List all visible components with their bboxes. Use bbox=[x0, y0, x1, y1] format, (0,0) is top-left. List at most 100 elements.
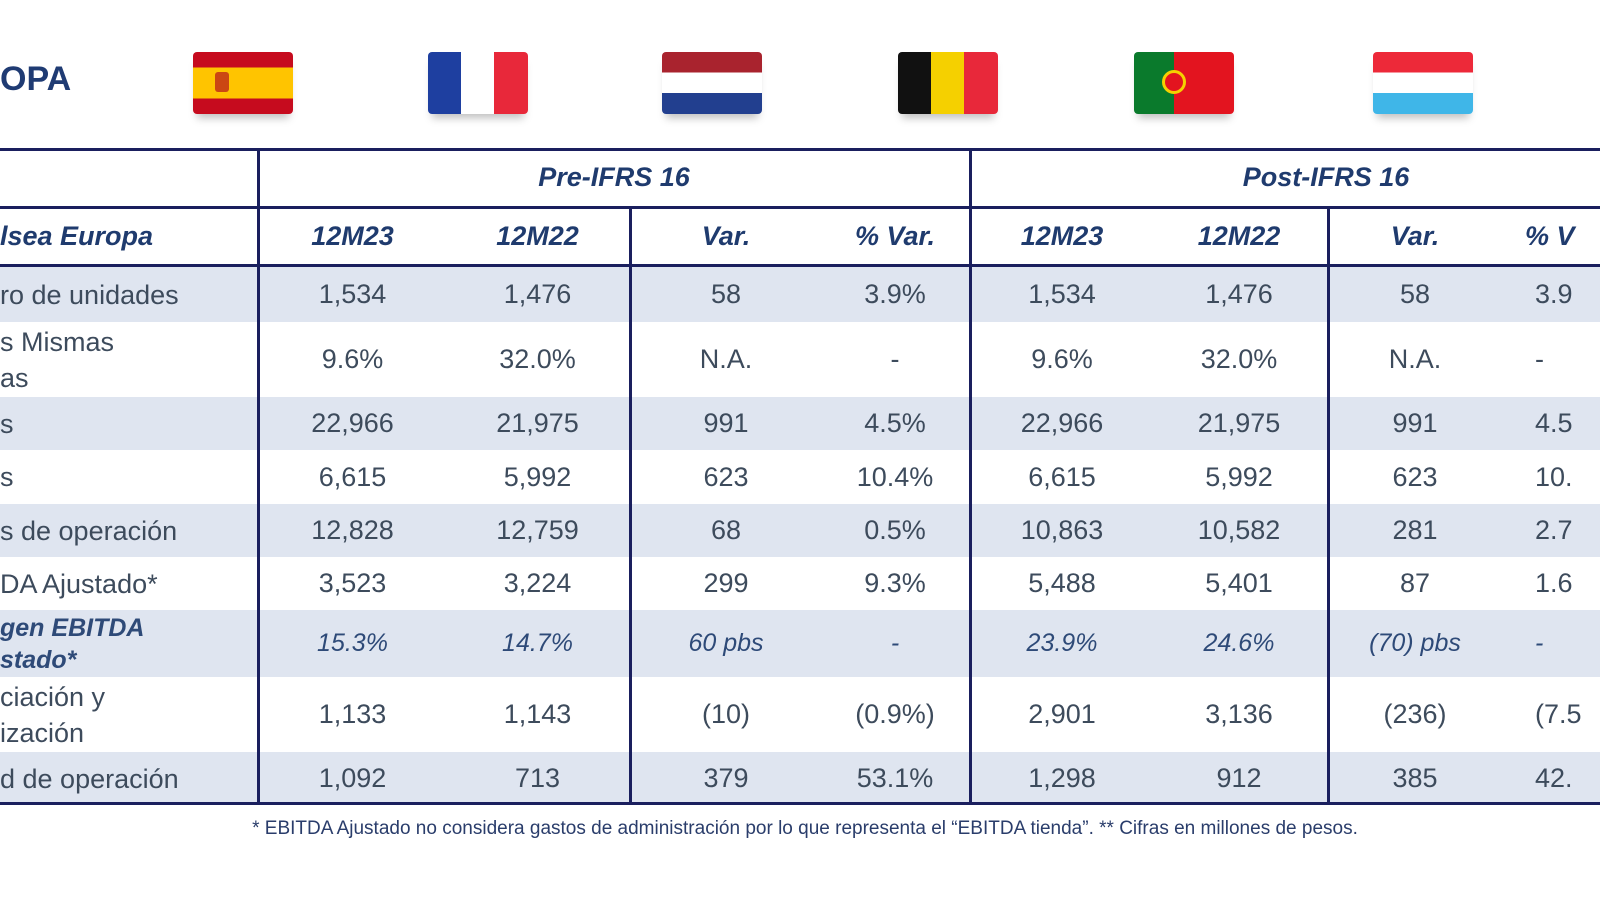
table-cell: 32.0% bbox=[499, 344, 576, 374]
table-cell: 1,476 bbox=[1205, 279, 1273, 309]
row-label: s bbox=[0, 462, 14, 492]
table-cell: 6,615 bbox=[318, 461, 387, 492]
table-cell: 68 bbox=[710, 515, 742, 545]
table-cell: 385 bbox=[1392, 763, 1438, 793]
table-cell: 713 bbox=[514, 763, 561, 793]
table-cell: 5,401 bbox=[1205, 568, 1273, 598]
table-cell: 379 bbox=[703, 763, 749, 793]
row-label: s bbox=[0, 408, 14, 439]
table-cell: (236) bbox=[1383, 699, 1447, 729]
table-cell: 1,092 bbox=[318, 763, 387, 793]
table-row: s Mismas as 9.6% 32.0% N.A. - 9.6% 32.0% N.A. - bbox=[0, 322, 1600, 397]
belgium-flag-icon bbox=[898, 52, 998, 114]
table-cell: - bbox=[890, 629, 900, 657]
table-row: gen EBITDA stado* 15.3% 14.7% 60 pbs - 23.9% 2… bbox=[0, 610, 1600, 677]
table-cell: 1,298 bbox=[1028, 763, 1096, 793]
table-cell: 10. bbox=[1535, 461, 1573, 492]
table-cell: 1.6 bbox=[1535, 568, 1573, 598]
table-cell: (0.9%) bbox=[855, 699, 935, 729]
table-cell: 1,476 bbox=[503, 279, 572, 309]
row-label: DA Ajustado* bbox=[0, 568, 158, 599]
table-cell: 6,615 bbox=[1028, 461, 1096, 492]
group-header-row: Pre-IFRS 16 Post-IFRS 16 bbox=[0, 148, 1600, 207]
table-cell: (70) pbs bbox=[1369, 629, 1461, 657]
table-cell: 12,759 bbox=[496, 515, 579, 545]
table-cell: 9.6% bbox=[321, 344, 384, 374]
table-cell: 14.7% bbox=[502, 629, 573, 657]
table-cell: 42. bbox=[1535, 763, 1573, 793]
footnote: * EBITDA Ajustado no considera gastos de… bbox=[252, 818, 1358, 839]
post-ifrs-header: Post-IFRS 16 bbox=[1242, 162, 1410, 192]
table-cell: 1,133 bbox=[318, 699, 387, 729]
row-label: s Mismas as bbox=[0, 326, 114, 393]
table-row: s 22,966 21,975 991 4.5% 22,966 21,975 991 4.5 bbox=[0, 397, 1600, 450]
row-label: ciación y ización bbox=[0, 681, 106, 748]
table-cell: 9.6% bbox=[1031, 344, 1093, 374]
table-cell: 3,523 bbox=[318, 568, 387, 598]
table-cell: 24.6% bbox=[1203, 629, 1275, 657]
netherlands-flag-icon bbox=[662, 52, 762, 114]
table-cell: 623 bbox=[1392, 461, 1438, 492]
table-cell: - bbox=[1535, 344, 1544, 374]
row-label: gen EBITDA stado* bbox=[0, 613, 145, 674]
table-cell: (10) bbox=[701, 699, 750, 729]
table-cell: 3,224 bbox=[503, 568, 572, 598]
table-cell: 623 bbox=[703, 461, 749, 492]
table-cell: 10,582 bbox=[1197, 515, 1281, 545]
table-row: DA Ajustado* 3,523 3,224 299 9.3% 5,488 5,401 8… bbox=[0, 557, 1600, 610]
table-cell: 9.3% bbox=[864, 568, 926, 598]
table-cell: 5,488 bbox=[1028, 568, 1096, 598]
table-cell: 3,136 bbox=[1205, 699, 1273, 729]
table-cell: 10,863 bbox=[1020, 515, 1104, 545]
table-cell: 23.9% bbox=[1026, 629, 1098, 657]
column-header: 12M22 bbox=[496, 220, 579, 251]
table-cell: 22,966 bbox=[1020, 408, 1104, 438]
table-cell: 2.7 bbox=[1535, 515, 1573, 545]
table-cell: - bbox=[1535, 629, 1544, 657]
table-row: ro de unidades 1,534 1,476 58 3.9% 1,534 1,476… bbox=[0, 267, 1600, 322]
table-cell: 10.4% bbox=[856, 461, 934, 492]
column-header-row: lsea Europa 12M23 12M22 Var. % Var. 12M23 12M2… bbox=[0, 207, 1600, 265]
table-cell: 12,828 bbox=[311, 515, 394, 545]
table-cell: 1,534 bbox=[1028, 279, 1096, 309]
table-cell: 2,901 bbox=[1028, 699, 1096, 729]
row-label: s de operación bbox=[0, 515, 178, 546]
table-cell: 58 bbox=[1399, 279, 1431, 309]
table-cell: 912 bbox=[1216, 763, 1262, 793]
table-cell: 5,992 bbox=[503, 461, 572, 492]
table-cell: 87 bbox=[1399, 568, 1431, 598]
table-cell: 60 pbs bbox=[688, 629, 764, 657]
table-cell: 1,143 bbox=[503, 699, 572, 729]
row-label: d de operación bbox=[0, 763, 179, 794]
column-header: % Var. bbox=[854, 220, 936, 251]
table-cell: 15.3% bbox=[317, 629, 388, 657]
page-title: OPA bbox=[0, 60, 72, 98]
table-cell: 21,975 bbox=[1197, 408, 1281, 438]
column-header: 12M22 bbox=[1197, 220, 1281, 251]
table-cell: 299 bbox=[703, 568, 749, 598]
spain-flag-icon bbox=[193, 52, 293, 114]
column-header: % V bbox=[1525, 220, 1575, 251]
table-cell: 281 bbox=[1392, 515, 1438, 545]
column-header: 12M23 bbox=[1020, 220, 1104, 251]
table-cell: 0.5% bbox=[864, 515, 926, 545]
table-cell: 5,992 bbox=[1205, 461, 1273, 492]
table-row: s de operación 12,828 12,759 68 0.5% 10,863 10… bbox=[0, 504, 1600, 557]
table-row: d de operación 1,092 713 379 53.1% 1,298 912 38… bbox=[0, 752, 1600, 805]
table-cell: 3.9% bbox=[864, 279, 926, 309]
column-header: Var. bbox=[701, 220, 751, 251]
row-label-header: lsea Europa bbox=[0, 220, 154, 251]
table-row: ciación y ización 1,133 1,143 (10) (0.9%) 2,9… bbox=[0, 677, 1600, 752]
table-cell: 4.5% bbox=[864, 408, 926, 438]
column-header: Var. bbox=[1390, 220, 1440, 251]
portugal-flag-icon bbox=[1134, 52, 1234, 114]
results-table: Pre-IFRS 16 Post-IFRS 16 lsea Europa 12M2… bbox=[0, 148, 1600, 805]
table-cell: 32.0% bbox=[1200, 344, 1278, 374]
column-header: 12M23 bbox=[311, 220, 394, 251]
table-row: s 6,615 5,992 623 10.4% 6,615 5,992 623 10. bbox=[0, 450, 1600, 504]
table-cell: 21,975 bbox=[496, 408, 579, 438]
table-cell: 3.9 bbox=[1535, 279, 1573, 309]
table-cell: - bbox=[890, 344, 900, 374]
table-cell: 4.5 bbox=[1535, 408, 1573, 438]
pre-ifrs-header: Pre-IFRS 16 bbox=[538, 162, 690, 192]
